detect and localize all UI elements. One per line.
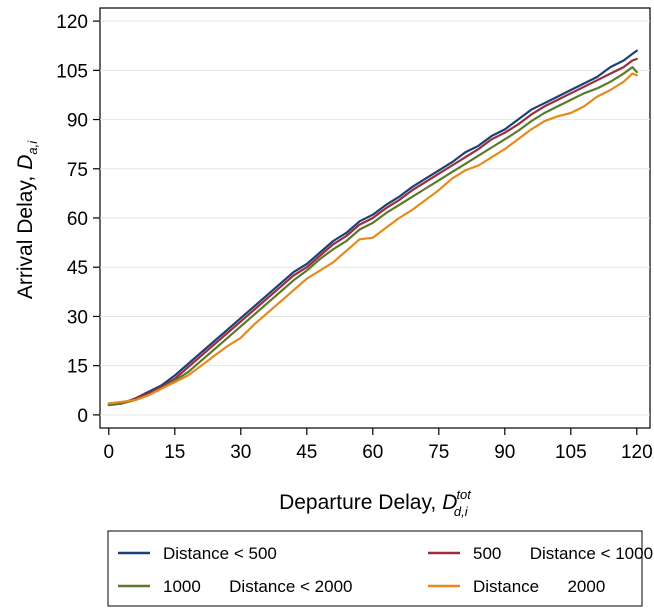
y-tick-label-105: 105 (56, 61, 88, 82)
legend: Distance < 500 500 Distance < 1000 1000 Di… (107, 530, 653, 607)
x-axis-title: Departure Delay, Dtot d,i (279, 487, 472, 519)
y-axis-symbol: D (14, 155, 37, 170)
y-tick-label-30: 30 (67, 307, 88, 328)
x-tick-label-0: 0 (104, 442, 115, 463)
x-axis-title-text: Departure Delay, (279, 491, 436, 514)
y-tick-label-15: 15 (67, 357, 88, 378)
y-axis-title: Arrival Delay, Da,i (14, 140, 40, 299)
x-tick-label-120: 120 (621, 442, 653, 463)
y-tick-label-75: 75 (67, 160, 88, 181)
legend-label-3: 1000 Distance < 2000 (163, 577, 353, 596)
series-lines (107, 49, 638, 407)
x-tick-label-60: 60 (362, 442, 383, 463)
legend-label-1: Distance < 500 (163, 544, 277, 563)
series-line-1 (107, 49, 638, 407)
plot-area: 0 15 30 45 60 75 90 105 120 0 15 30 45 60 75 90 105 120 (56, 7, 653, 463)
y-tick-label-120: 120 (56, 12, 88, 33)
x-tick-label-30: 30 (230, 442, 251, 463)
x-tick-label-15: 15 (164, 442, 185, 463)
y-tick-label-60: 60 (67, 209, 88, 230)
x-tick-label-105: 105 (555, 442, 587, 463)
legend-label-4: Distance 2000 (473, 577, 605, 596)
series-line-3 (107, 65, 638, 407)
x-tick-label-90: 90 (494, 442, 515, 463)
x-tick-label-45: 45 (296, 442, 317, 463)
series-line-2 (107, 57, 638, 407)
legend-items: Distance < 500 500 Distance < 1000 1000 Di… (118, 544, 653, 596)
y-axis-title-text: Arrival Delay, (14, 176, 37, 299)
y-axis-title-group: Arrival Delay, Da,i (14, 140, 40, 299)
y-tick-label-45: 45 (67, 258, 88, 279)
x-axis: 0 15 30 45 60 75 90 105 120 (104, 428, 653, 463)
x-axis-symbol-sub: d,i (454, 504, 469, 519)
x-tick-label-75: 75 (428, 442, 449, 463)
legend-box (107, 530, 643, 607)
y-tick-label-0: 0 (77, 406, 88, 427)
series-line-4 (107, 72, 638, 405)
grid-lines (100, 20, 650, 416)
y-axis: 0 15 30 45 60 75 90 105 120 (56, 12, 100, 427)
y-axis-symbol-sub: a,i (25, 140, 40, 155)
y-tick-label-90: 90 (67, 111, 88, 132)
legend-label-2: 500 Distance < 1000 (473, 544, 653, 563)
x-axis-symbol-sup: tot (456, 487, 472, 502)
x-axis-symbol: D (442, 491, 457, 514)
